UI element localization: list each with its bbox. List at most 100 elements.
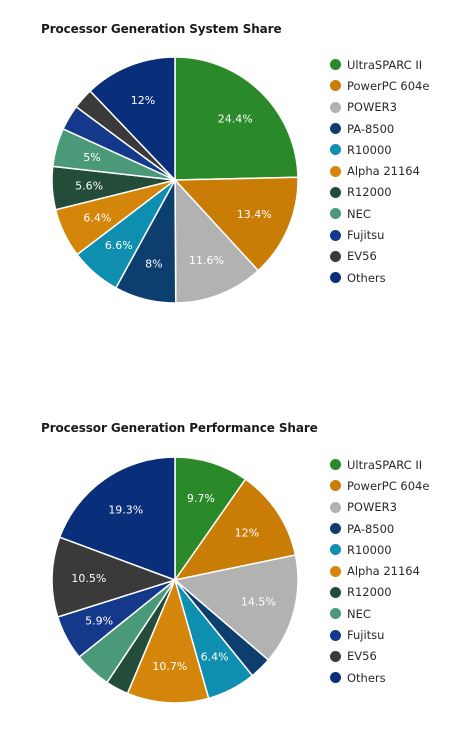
pie-slice-power3 [174,178,260,304]
slice-label: 5.6% [75,180,103,193]
legend-item: UltraSPARC II [330,54,429,75]
legend-swatch [330,459,341,471]
slice-label: 24.4% [218,112,253,125]
legend-swatch [330,586,341,598]
legend-item: PA-8500 [330,118,429,139]
legend-swatch [330,501,341,513]
pie-slice-powerpc-604e [173,176,299,272]
legend-label: Fujitsu [347,228,385,243]
slice-label: 5% [83,151,100,164]
legend-label: Fujitsu [347,628,385,643]
legend-label: PowerPC 604e [347,78,430,93]
slice-label: 5.9% [85,615,113,628]
slice-label: 12% [235,527,259,540]
legend-label: Others [347,270,386,285]
legend-swatch [330,165,341,177]
legend-label: EV56 [347,649,377,664]
slice-label: 10.5% [71,572,106,585]
legend-label: PowerPC 604e [347,478,430,493]
pie-slice-ev56 [51,536,178,618]
legend-swatch [330,544,341,556]
legend-item: EV56 [330,246,429,267]
legend: UltraSPARC II PowerPC 604e POWER3 PA-8500 R1… [330,54,429,288]
legend-swatch [330,523,341,535]
legend-label: UltraSPARC II [347,57,423,72]
legend-item: Fujitsu [330,624,429,645]
legend-swatch [330,480,341,492]
legend-swatch [330,186,341,198]
legend-item: EV56 [330,646,429,667]
pie-slice-alpha-21164 [126,577,210,704]
slice-label: 19.3% [108,503,143,516]
slice-label: 6.4% [83,211,111,224]
legend-swatch [330,650,341,662]
legend-item: Others [330,267,429,288]
legend-swatch [330,144,341,156]
system-share-chart: Processor Generation System Share 24.4% 1… [0,0,458,330]
legend-label: EV56 [347,249,377,264]
slice-label: 12% [131,94,155,107]
pie-slice-ultrasparc-ii [174,456,247,583]
legend-label: PA-8500 [347,121,395,136]
legend-item: NEC [330,603,429,624]
legend-label: R10000 [347,542,392,557]
pie-slice-ultrasparc-ii [174,56,299,181]
slice-label: 14.5% [241,596,276,609]
legend-label: NEC [347,606,371,621]
slice-label: 11.6% [189,254,224,267]
legend-swatch [330,565,341,577]
legend-label: Alpha 21164 [347,164,420,179]
legend-swatch [330,59,341,71]
pie-chart: 9.7% 12% 14.5% 6.4% 10.7% 5.9% 10.5% 19.3% [51,456,299,704]
legend-label: Others [347,670,386,685]
legend-swatch [330,229,341,241]
pie-slice-others [58,456,176,582]
legend-item: UltraSPARC II [330,454,429,475]
legend-swatch [330,272,341,284]
legend-item: R10000 [330,539,429,560]
legend-item: R12000 [330,182,429,203]
legend-label: R12000 [347,585,392,600]
legend-item: Alpha 21164 [330,560,429,581]
legend-item: PowerPC 604e [330,75,429,96]
slice-label: 9.7% [187,492,215,505]
legend-item: PA-8500 [330,518,429,539]
legend-swatch [330,123,341,135]
legend-item: R12000 [330,582,429,603]
slice-label: 8% [145,258,162,271]
pie-slice-others [89,56,176,182]
slice-label: 13.4% [237,208,272,221]
legend-label: POWER3 [347,500,397,515]
chart-title: Processor Generation Performance Share [41,421,318,435]
legend-swatch [330,608,341,620]
legend-label: R12000 [347,185,392,200]
legend-item: PowerPC 604e [330,475,429,496]
legend-swatch [330,80,341,92]
legend: UltraSPARC II PowerPC 604e POWER3 PA-8500 R1… [330,454,429,688]
legend-label: POWER3 [347,100,397,115]
legend-label: UltraSPARC II [347,457,423,472]
legend-label: R10000 [347,142,392,157]
legend-item: POWER3 [330,497,429,518]
legend-item: POWER3 [330,97,429,118]
slice-label: 6.6% [105,239,133,252]
legend-swatch [330,101,341,113]
legend-swatch [330,629,341,641]
legend-item: R10000 [330,139,429,160]
legend-item: NEC [330,203,429,224]
legend-label: Alpha 21164 [347,564,420,579]
slice-label: 6.4% [201,650,229,663]
legend-label: PA-8500 [347,521,395,536]
pie-chart: 24.4% 13.4% 11.6% 8% 6.6% 6.4% 5.6% 5% 12% [51,56,299,304]
legend-swatch [330,672,341,684]
legend-label: NEC [347,206,371,221]
chart-title: Processor Generation System Share [41,22,282,36]
pie-slice-power3 [173,554,299,662]
legend-item: Alpha 21164 [330,160,429,181]
performance-share-chart: Processor Generation Performance Share 9… [0,400,458,709]
legend-swatch [330,250,341,262]
legend-swatch [330,208,341,220]
legend-item: Others [330,667,429,688]
slice-label: 10.7% [152,660,187,673]
legend-item: Fujitsu [330,224,429,245]
